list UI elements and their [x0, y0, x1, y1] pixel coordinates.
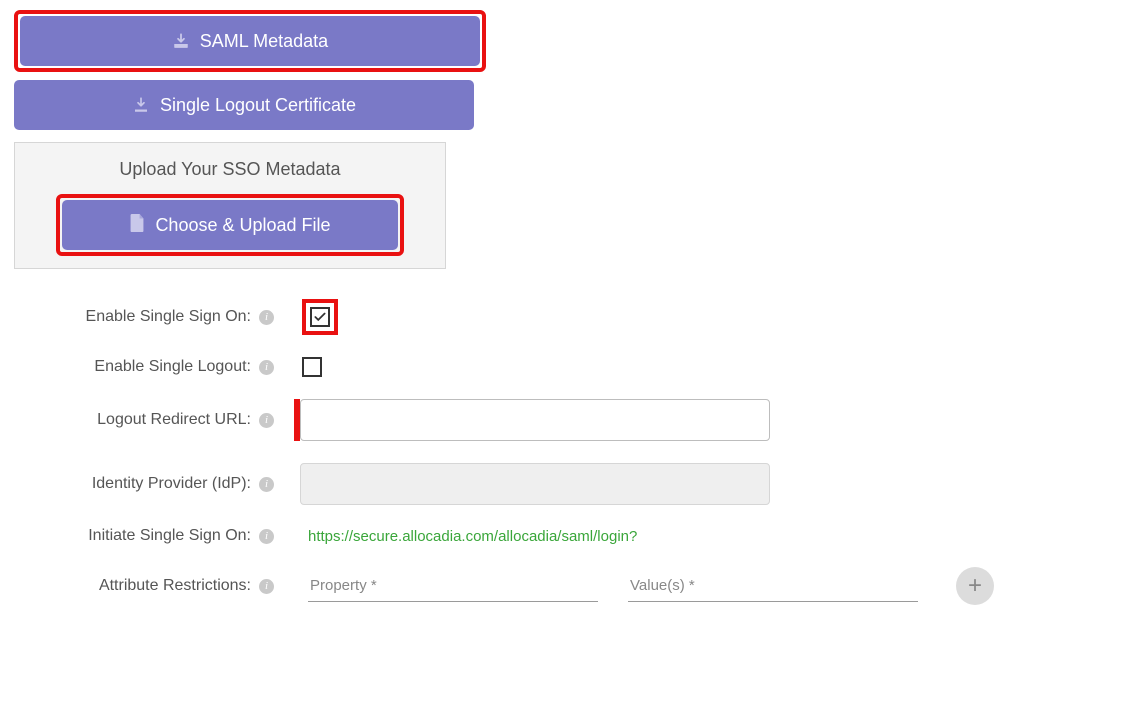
- idp-label-wrap: Identity Provider (IdP): i: [32, 475, 282, 493]
- info-icon[interactable]: i: [259, 413, 274, 428]
- add-attribute-button[interactable]: +: [956, 567, 994, 605]
- enable-sso-checkbox[interactable]: [310, 307, 330, 327]
- choose-upload-button[interactable]: Choose & Upload File: [62, 200, 398, 250]
- info-icon[interactable]: i: [259, 579, 274, 594]
- file-icon: [129, 214, 145, 237]
- info-icon[interactable]: i: [259, 360, 274, 375]
- initiate-sso-row: Initiate Single Sign On: i https://secur…: [32, 527, 1116, 545]
- attr-restrictions-label-wrap: Attribute Restrictions: i: [32, 577, 282, 595]
- download-icon: [172, 32, 190, 50]
- enable-sso-label: Enable Single Sign On:: [86, 308, 251, 326]
- idp-label: Identity Provider (IdP):: [92, 475, 251, 493]
- logout-redirect-row: Logout Redirect URL: i: [32, 399, 1116, 441]
- enable-sso-row: Enable Single Sign On: i: [32, 299, 1116, 335]
- enable-slo-label-wrap: Enable Single Logout: i: [32, 358, 282, 376]
- enable-sso-label-wrap: Enable Single Sign On: i: [32, 308, 282, 326]
- choose-upload-label: Choose & Upload File: [155, 215, 330, 236]
- info-icon[interactable]: i: [259, 529, 274, 544]
- initiate-sso-label-wrap: Initiate Single Sign On: i: [32, 527, 282, 545]
- download-icon: [132, 96, 150, 114]
- idp-input: [300, 463, 770, 505]
- sso-settings-form: Enable Single Sign On: i Enable Single L…: [14, 299, 1116, 605]
- highlight-enable-sso-checkbox: [302, 299, 338, 335]
- attribute-restrictions-row: Attribute Restrictions: i +: [32, 567, 1116, 605]
- initiate-sso-url[interactable]: https://secure.allocadia.com/allocadia/s…: [308, 528, 637, 545]
- attr-property-input[interactable]: [308, 570, 598, 602]
- enable-slo-row: Enable Single Logout: i: [32, 357, 1116, 377]
- info-icon[interactable]: i: [259, 477, 274, 492]
- single-logout-cert-button[interactable]: Single Logout Certificate: [14, 80, 474, 130]
- attr-restrictions-label: Attribute Restrictions:: [99, 577, 251, 595]
- logout-redirect-label-wrap: Logout Redirect URL: i: [32, 411, 282, 429]
- attr-values-input[interactable]: [628, 570, 918, 602]
- logout-redirect-input[interactable]: [300, 399, 770, 441]
- plus-icon: +: [968, 572, 982, 600]
- enable-slo-label: Enable Single Logout:: [94, 358, 251, 376]
- upload-sso-metadata-panel: Upload Your SSO Metadata Choose & Upload…: [14, 142, 446, 269]
- logout-redirect-label: Logout Redirect URL:: [97, 411, 251, 429]
- initiate-sso-label: Initiate Single Sign On:: [88, 527, 251, 545]
- upload-panel-title: Upload Your SSO Metadata: [33, 159, 427, 180]
- highlight-saml-metadata: SAML Metadata: [14, 10, 486, 72]
- saml-metadata-label: SAML Metadata: [200, 31, 328, 52]
- enable-slo-checkbox[interactable]: [302, 357, 322, 377]
- saml-metadata-button[interactable]: SAML Metadata: [20, 16, 480, 66]
- highlight-choose-upload: Choose & Upload File: [56, 194, 404, 256]
- idp-row: Identity Provider (IdP): i: [32, 463, 1116, 505]
- single-logout-cert-label: Single Logout Certificate: [160, 95, 356, 116]
- info-icon[interactable]: i: [259, 310, 274, 325]
